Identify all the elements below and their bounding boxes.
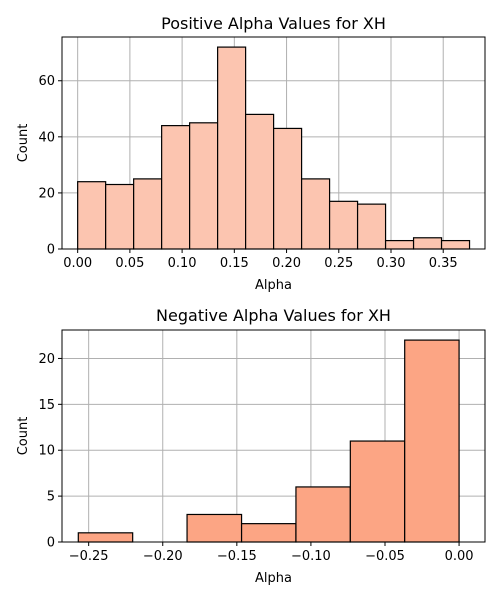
x-tick-label: 0.05 bbox=[115, 256, 144, 271]
x-tick-label: 0.25 bbox=[324, 256, 353, 271]
positive-alpha-histogram: Positive Alpha Values for XH Alpha Count… bbox=[16, 14, 486, 293]
y-tick-label: 0 bbox=[47, 536, 55, 551]
chart-title: Positive Alpha Values for XH bbox=[161, 14, 386, 33]
x-tick-label: 0.00 bbox=[445, 549, 474, 564]
y-axis-label: Count bbox=[16, 124, 31, 163]
y-axis-label: Count bbox=[16, 417, 31, 456]
y-tick-label: 60 bbox=[38, 74, 55, 89]
chart-title: Negative Alpha Values for XH bbox=[156, 306, 391, 325]
y-tick-label: 5 bbox=[47, 490, 55, 505]
histogram-bar bbox=[295, 486, 351, 543]
y-tick-label: 20 bbox=[38, 352, 55, 367]
x-axis-label: Alpha bbox=[255, 278, 292, 293]
x-tick-label: 0.00 bbox=[63, 256, 92, 271]
y-tick-label: 40 bbox=[38, 130, 55, 145]
y-tick-label: 15 bbox=[38, 398, 55, 413]
axes-frame bbox=[61, 36, 486, 250]
x-tick-label: 0.20 bbox=[272, 256, 301, 271]
histogram-bar bbox=[300, 178, 331, 250]
histogram-bar bbox=[404, 339, 460, 543]
histogram-bar bbox=[77, 181, 107, 250]
x-tick-label: −0.20 bbox=[143, 549, 183, 564]
x-tick-label: −0.25 bbox=[69, 549, 109, 564]
histogram-bar bbox=[440, 239, 471, 250]
x-tick-label: −0.10 bbox=[291, 549, 331, 564]
histogram-bar bbox=[217, 46, 247, 250]
histogram-bar bbox=[245, 113, 275, 250]
histogram-bar bbox=[186, 513, 243, 543]
y-tick-label: 0 bbox=[47, 243, 55, 258]
bars bbox=[77, 46, 471, 250]
histogram-bar bbox=[273, 127, 303, 250]
x-tick-label: −0.05 bbox=[365, 549, 405, 564]
x-tick-label: 0.30 bbox=[377, 256, 406, 271]
histogram-bar bbox=[189, 122, 219, 250]
x-tick-label: 0.35 bbox=[429, 256, 458, 271]
y-tick-label: 10 bbox=[38, 444, 55, 459]
x-axis-label: Alpha bbox=[255, 571, 292, 586]
histogram-bar bbox=[240, 523, 297, 543]
x-tick-label: −0.15 bbox=[217, 549, 257, 564]
bars bbox=[77, 339, 460, 543]
histogram-bar bbox=[356, 203, 387, 250]
histogram-bar bbox=[161, 125, 191, 250]
histogram-bar bbox=[77, 532, 134, 543]
histogram-bar bbox=[328, 200, 359, 250]
axes-frame bbox=[61, 329, 486, 543]
x-tick-label: 0.10 bbox=[168, 256, 197, 271]
y-tick-label: 20 bbox=[38, 186, 55, 201]
histogram-bar bbox=[384, 239, 415, 250]
negative-alpha-histogram: Negative Alpha Values for XH Alpha Count… bbox=[16, 306, 486, 586]
histogram-bar bbox=[105, 183, 135, 250]
x-tick-label: 0.15 bbox=[220, 256, 249, 271]
histogram-bar bbox=[412, 237, 443, 250]
histogram-bar bbox=[133, 178, 163, 250]
histogram-bar bbox=[349, 440, 406, 543]
